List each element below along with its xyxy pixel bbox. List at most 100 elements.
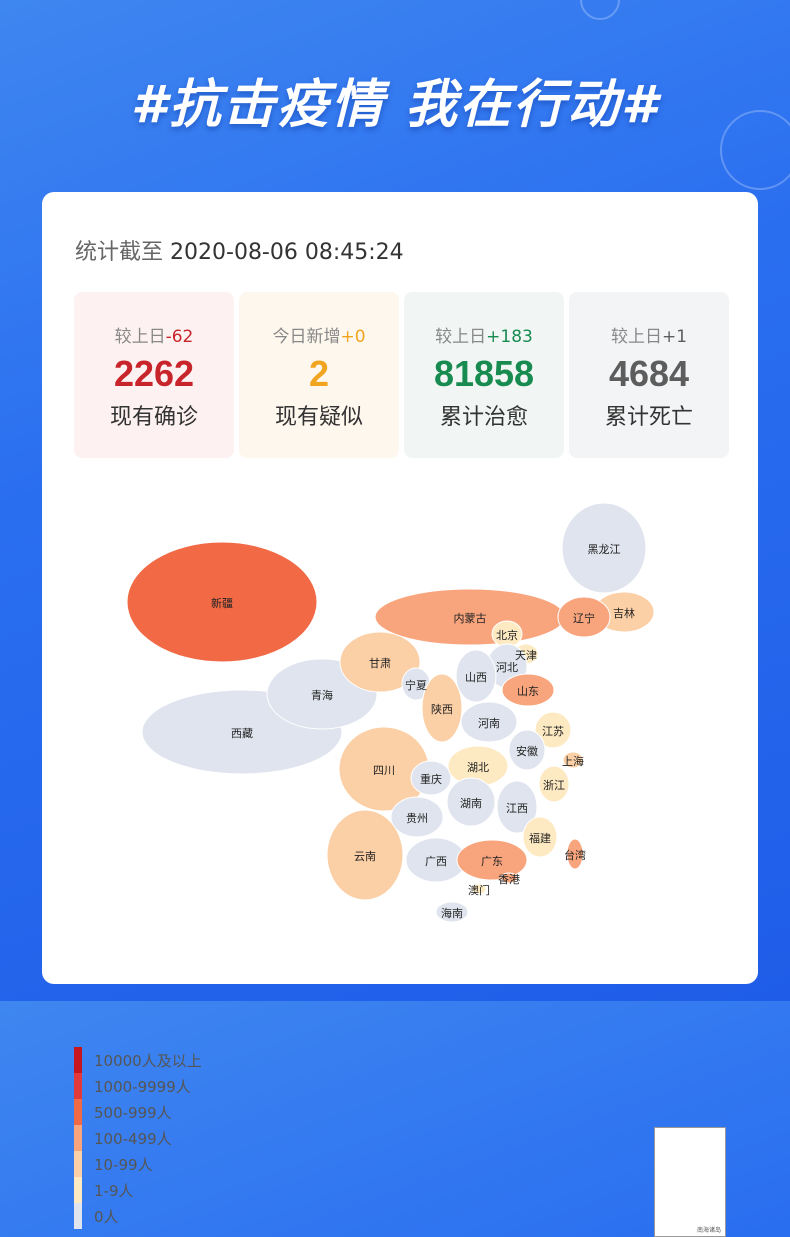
province-label: 四川 [373, 764, 395, 777]
province-label: 新疆 [211, 597, 233, 610]
province-label: 山东 [517, 685, 539, 698]
legend-swatch [74, 1073, 82, 1099]
province-label: 吉林 [613, 607, 635, 620]
stat-title: 累计死亡 [604, 405, 693, 430]
province-香港[interactable] [500, 872, 518, 884]
stat-0: 较上日-62 2262 现有确诊 [74, 292, 234, 458]
province-label: 香港 [498, 873, 520, 886]
province-福建[interactable] [522, 816, 558, 858]
legend-label: 1000-9999人 [94, 1077, 191, 1096]
stat-value: 81858 [433, 353, 535, 394]
stat-title: 现有确诊 [109, 405, 198, 430]
stat-value: 2 [308, 353, 330, 394]
province-甘肃[interactable] [339, 631, 421, 693]
province-贵州[interactable] [390, 796, 444, 838]
province-label: 浙江 [543, 779, 565, 792]
stats-card: 统计截至 2020-08-06 08:45:24 较上日-62 2262 现有确… [42, 192, 758, 1237]
stat-delta: 较上日-62 [114, 327, 194, 347]
province-label: 福建 [529, 832, 551, 845]
legend-swatch [74, 1047, 82, 1073]
legend-swatch [74, 1125, 82, 1151]
stat-3: 较上日+1 4684 累计死亡 [569, 292, 729, 458]
province-山东[interactable] [501, 673, 555, 707]
province-label: 陕西 [431, 703, 453, 716]
province-label: 甘肃 [369, 657, 391, 670]
province-新疆[interactable] [126, 541, 318, 663]
stat-1: 今日新增+0 2 现有疑似 [239, 292, 399, 458]
stat-delta: 今日新增+0 [272, 327, 366, 347]
legend-label: 500-999人 [94, 1103, 172, 1122]
province-label: 上海 [562, 755, 584, 768]
province-label: 江西 [506, 802, 528, 815]
province-label: 安徽 [516, 745, 538, 758]
province-label: 西藏 [231, 727, 253, 740]
legend-item: 10-99人 [74, 1151, 202, 1177]
province-重庆[interactable] [410, 760, 452, 796]
province-湖南[interactable] [446, 777, 496, 827]
legend-label: 100-499人 [94, 1129, 172, 1148]
stat-delta: 较上日+183 [435, 327, 533, 347]
province-label: 湖南 [460, 797, 482, 810]
province-label: 北京 [496, 629, 518, 642]
province-浙江[interactable] [538, 765, 570, 803]
stats-row: 较上日-62 2262 现有确诊 今日新增+0 2 现有疑似 较上日+183 818… [74, 292, 729, 458]
legend-item: 10000人及以上 [74, 1047, 202, 1073]
legend-label: 0人 [94, 1207, 119, 1226]
legend-swatch [74, 1177, 82, 1203]
province-label: 重庆 [420, 773, 442, 786]
province-山西[interactable] [455, 649, 497, 703]
map-legend: 10000人及以上 1000-9999人 500-999人 100-499人 10-99… [74, 1047, 202, 1229]
province-辽宁[interactable] [557, 596, 611, 638]
province-广东[interactable] [456, 839, 528, 881]
province-江苏[interactable] [534, 711, 572, 749]
province-label: 天津 [515, 649, 537, 662]
legend-item: 0人 [74, 1203, 202, 1229]
province-label: 江苏 [542, 725, 564, 738]
stat-delta: 较上日+1 [610, 327, 688, 347]
legend-item: 1000-9999人 [74, 1073, 202, 1099]
province-label: 台湾 [564, 849, 586, 862]
legend-label: 1-9人 [94, 1181, 134, 1200]
province-label: 河南 [478, 717, 500, 730]
stat-2: 较上日+183 81858 累计治愈 [404, 292, 564, 458]
south-china-sea-inset: 南海诸岛 [654, 1127, 726, 1237]
legend-swatch [74, 1151, 82, 1177]
province-云南[interactable] [326, 809, 404, 901]
province-label: 湖北 [467, 761, 489, 774]
province-河南[interactable] [460, 701, 518, 743]
legend-item: 500-999人 [74, 1099, 202, 1125]
province-上海[interactable] [562, 751, 584, 769]
province-台湾[interactable] [566, 838, 584, 870]
stat-value: 2262 [113, 353, 195, 394]
province-label: 宁夏 [405, 679, 427, 692]
legend-item: 100-499人 [74, 1125, 202, 1151]
province-label: 澳门 [468, 884, 490, 897]
legend-item: 1-9人 [74, 1177, 202, 1203]
province-label: 黑龙江 [587, 543, 621, 556]
province-陕西[interactable] [421, 673, 463, 743]
province-海南[interactable] [435, 901, 469, 923]
legend-label: 10-99人 [94, 1155, 153, 1174]
province-黑龙江[interactable] [561, 502, 647, 594]
banner-title: #抗击疫情 我在行动# [130, 75, 660, 135]
province-label: 内蒙古 [453, 612, 487, 625]
province-安徽[interactable] [508, 729, 546, 771]
timestamp: 统计截至 2020-08-06 08:45:24 [75, 240, 404, 265]
stat-title: 累计治愈 [439, 405, 528, 430]
china-map[interactable]: 10000人及以上 1000-9999人 500-999人 100-499人 10-99… [42, 472, 758, 1237]
province-label: 青海 [311, 689, 333, 702]
legend-swatch [74, 1203, 82, 1229]
stat-value: 4684 [608, 353, 690, 394]
legend-label: 10000人及以上 [94, 1051, 202, 1070]
province-label: 山西 [465, 671, 487, 684]
province-label: 河北 [496, 661, 518, 674]
province-label: 云南 [354, 850, 376, 863]
virus-decoration [720, 110, 790, 190]
province-澳门[interactable] [471, 883, 487, 895]
virus-decoration [580, 0, 620, 20]
stat-title: 现有疑似 [274, 405, 363, 430]
province-江西[interactable] [496, 780, 538, 834]
province-label: 广东 [481, 855, 503, 868]
legend-swatch [74, 1099, 82, 1125]
province-label: 海南 [441, 907, 463, 920]
